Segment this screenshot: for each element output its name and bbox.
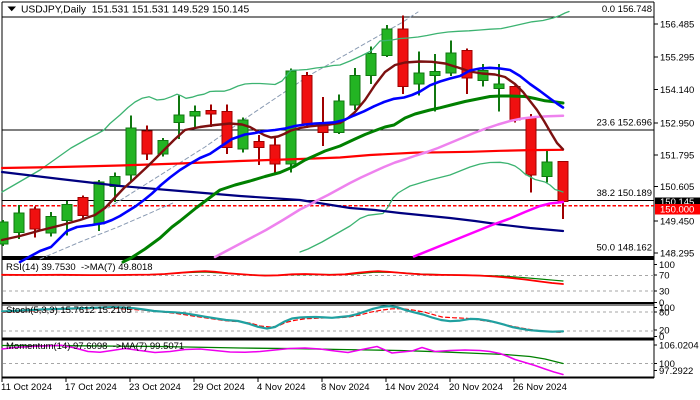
svg-text:97.2922: 97.2922	[659, 366, 693, 377]
svg-text:23.6 152.696: 23.6 152.696	[597, 118, 652, 129]
svg-text:150.000: 150.000	[660, 205, 694, 216]
svg-text:30: 30	[659, 287, 670, 298]
svg-text:0.0 156.748: 0.0 156.748	[602, 4, 652, 15]
svg-text:RSI(14) 39.7530 ->MA(7) 49.80: RSI(14) 39.7530 ->MA(7) 49.8018	[6, 262, 153, 273]
svg-text:148.295: 148.295	[660, 249, 694, 260]
svg-text:50.0 148.162: 50.0 148.162	[597, 243, 652, 254]
svg-text:106.0204: 106.0204	[659, 341, 699, 352]
svg-text:149.450: 149.450	[660, 216, 694, 227]
svg-text:Momentum(14) 97.6098 ->MA(7): Momentum(14) 97.6098 ->MA(7) 99.5071	[6, 341, 184, 352]
svg-text:150.145: 150.145	[660, 197, 694, 208]
svg-text:20: 20	[659, 326, 670, 337]
svg-text:26 Nov 2024: 26 Nov 2024	[513, 382, 567, 393]
svg-text:20 Nov 2024: 20 Nov 2024	[449, 382, 503, 393]
svg-text:29 Oct 2024: 29 Oct 2024	[193, 382, 245, 393]
svg-text:156.485: 156.485	[660, 19, 694, 30]
svg-text:Stoch(5,3,3) 15.7612 15.2105: Stoch(5,3,3) 15.7612 15.2105	[6, 305, 132, 316]
svg-text:0: 0	[659, 332, 664, 343]
svg-text:USDJPY,Daily 151.531 151.531: USDJPY,Daily 151.531 151.531 149.529 150…	[21, 5, 250, 16]
svg-text:38.2 150.189: 38.2 150.189	[597, 188, 652, 199]
svg-text:80: 80	[659, 308, 670, 319]
svg-text:100: 100	[659, 359, 675, 370]
svg-text:100: 100	[659, 303, 675, 314]
svg-text:23 Oct 2024: 23 Oct 2024	[129, 382, 181, 393]
svg-text:17 Oct 2024: 17 Oct 2024	[65, 382, 117, 393]
svg-text:4 Nov 2024: 4 Nov 2024	[257, 382, 306, 393]
svg-text:155.295: 155.295	[660, 53, 694, 64]
svg-text:100: 100	[659, 260, 675, 271]
svg-text:150.605: 150.605	[660, 182, 694, 193]
svg-text:11 Oct 2024: 11 Oct 2024	[1, 382, 52, 393]
svg-text:0: 0	[659, 298, 664, 309]
svg-text:151.795: 151.795	[660, 151, 694, 162]
svg-text:70: 70	[659, 271, 670, 282]
svg-text:154.140: 154.140	[660, 85, 694, 96]
svg-text:152.950: 152.950	[660, 118, 694, 129]
svg-text:14 Nov 2024: 14 Nov 2024	[385, 382, 439, 393]
svg-text:8 Nov 2024: 8 Nov 2024	[321, 382, 370, 393]
